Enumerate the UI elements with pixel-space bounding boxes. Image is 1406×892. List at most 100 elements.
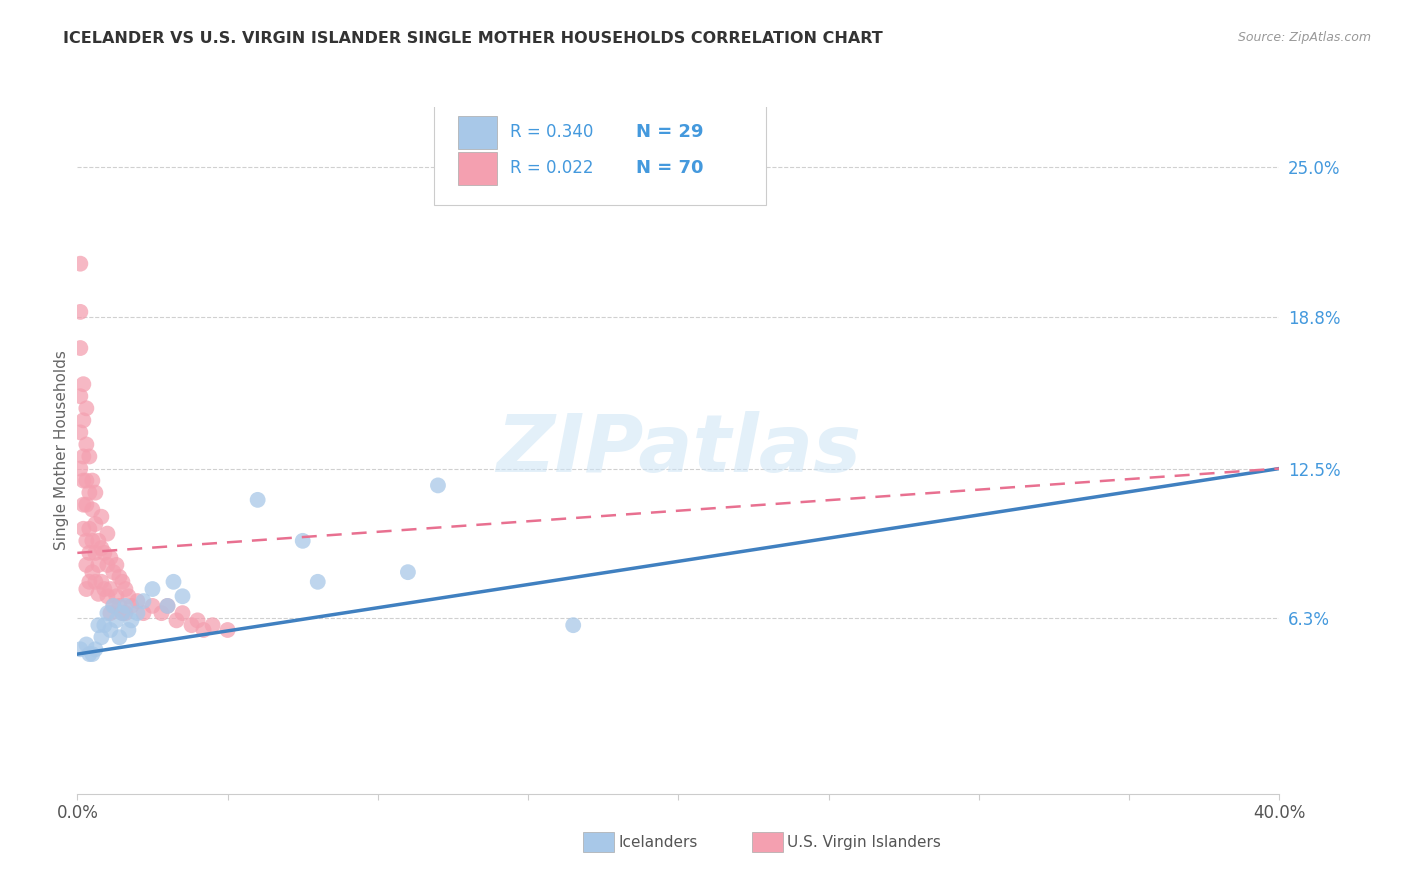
Point [75, 498, 97, 512]
Point [111, 574, 134, 589]
Point [396, 565, 419, 579]
Text: R = 0.340: R = 0.340 [510, 123, 593, 142]
Point [96, 526, 118, 541]
Point [166, 613, 188, 627]
Point [72, 450, 94, 464]
Point [117, 623, 139, 637]
Point [72, 377, 94, 392]
Point [72, 522, 94, 536]
Point [84, 642, 107, 657]
Point [82, 647, 104, 661]
Point [82, 474, 104, 488]
Text: ZIPatlas: ZIPatlas [496, 411, 860, 490]
Point [75, 437, 97, 451]
Point [150, 606, 173, 620]
Point [103, 565, 125, 579]
Point [69, 389, 91, 403]
Point [132, 594, 155, 608]
Point [156, 599, 179, 613]
Point [75, 582, 97, 596]
Point [111, 606, 134, 620]
Point [180, 618, 202, 632]
Point [117, 589, 139, 603]
Point [427, 478, 450, 492]
Point [100, 550, 122, 565]
Point [75, 533, 97, 548]
Point [82, 533, 104, 548]
Point [90, 509, 112, 524]
Point [84, 574, 107, 589]
FancyBboxPatch shape [458, 152, 496, 185]
Point [201, 618, 224, 632]
Text: N = 29: N = 29 [637, 123, 704, 142]
Point [82, 565, 104, 579]
Point [96, 558, 118, 572]
Point [172, 606, 194, 620]
Point [93, 618, 115, 632]
Point [69, 461, 91, 475]
Text: R = 0.022: R = 0.022 [510, 159, 593, 178]
Point [100, 606, 122, 620]
Point [87, 587, 110, 601]
Point [141, 599, 163, 613]
Point [84, 485, 107, 500]
Point [96, 589, 118, 603]
FancyBboxPatch shape [458, 116, 496, 149]
Point [90, 574, 112, 589]
Point [246, 492, 269, 507]
Point [69, 257, 91, 271]
Point [103, 599, 125, 613]
Point [105, 558, 128, 572]
Text: U.S. Virgin Islanders: U.S. Virgin Islanders [787, 835, 941, 849]
Point [79, 574, 101, 589]
Point [114, 582, 136, 596]
Point [72, 498, 94, 512]
Point [87, 533, 110, 548]
Point [103, 599, 125, 613]
Point [90, 630, 112, 644]
Point [75, 637, 97, 651]
Point [90, 541, 112, 555]
Point [105, 613, 128, 627]
Point [100, 582, 122, 596]
Point [87, 558, 110, 572]
Point [193, 623, 215, 637]
Point [79, 647, 101, 661]
Point [93, 546, 115, 560]
Point [562, 618, 585, 632]
Point [69, 341, 91, 355]
Point [75, 401, 97, 416]
Point [72, 413, 94, 427]
Point [84, 516, 107, 531]
Point [69, 642, 91, 657]
Point [108, 630, 131, 644]
Point [69, 425, 91, 440]
Point [307, 574, 329, 589]
Point [75, 474, 97, 488]
Point [79, 450, 101, 464]
Point [141, 582, 163, 596]
Text: Source: ZipAtlas.com: Source: ZipAtlas.com [1237, 31, 1371, 45]
Point [156, 599, 179, 613]
Point [162, 574, 184, 589]
Point [172, 589, 194, 603]
Point [75, 558, 97, 572]
Point [127, 606, 149, 620]
Point [132, 606, 155, 620]
Point [87, 618, 110, 632]
Point [120, 599, 142, 613]
Point [79, 522, 101, 536]
Point [72, 474, 94, 488]
Point [93, 582, 115, 596]
Point [69, 305, 91, 319]
Point [291, 533, 314, 548]
Point [111, 606, 134, 620]
Point [108, 570, 131, 584]
Point [82, 502, 104, 516]
Point [79, 546, 101, 560]
Point [108, 599, 131, 613]
Point [84, 546, 107, 560]
Text: N = 70: N = 70 [637, 159, 704, 178]
Point [127, 594, 149, 608]
Text: Icelanders: Icelanders [619, 835, 697, 849]
